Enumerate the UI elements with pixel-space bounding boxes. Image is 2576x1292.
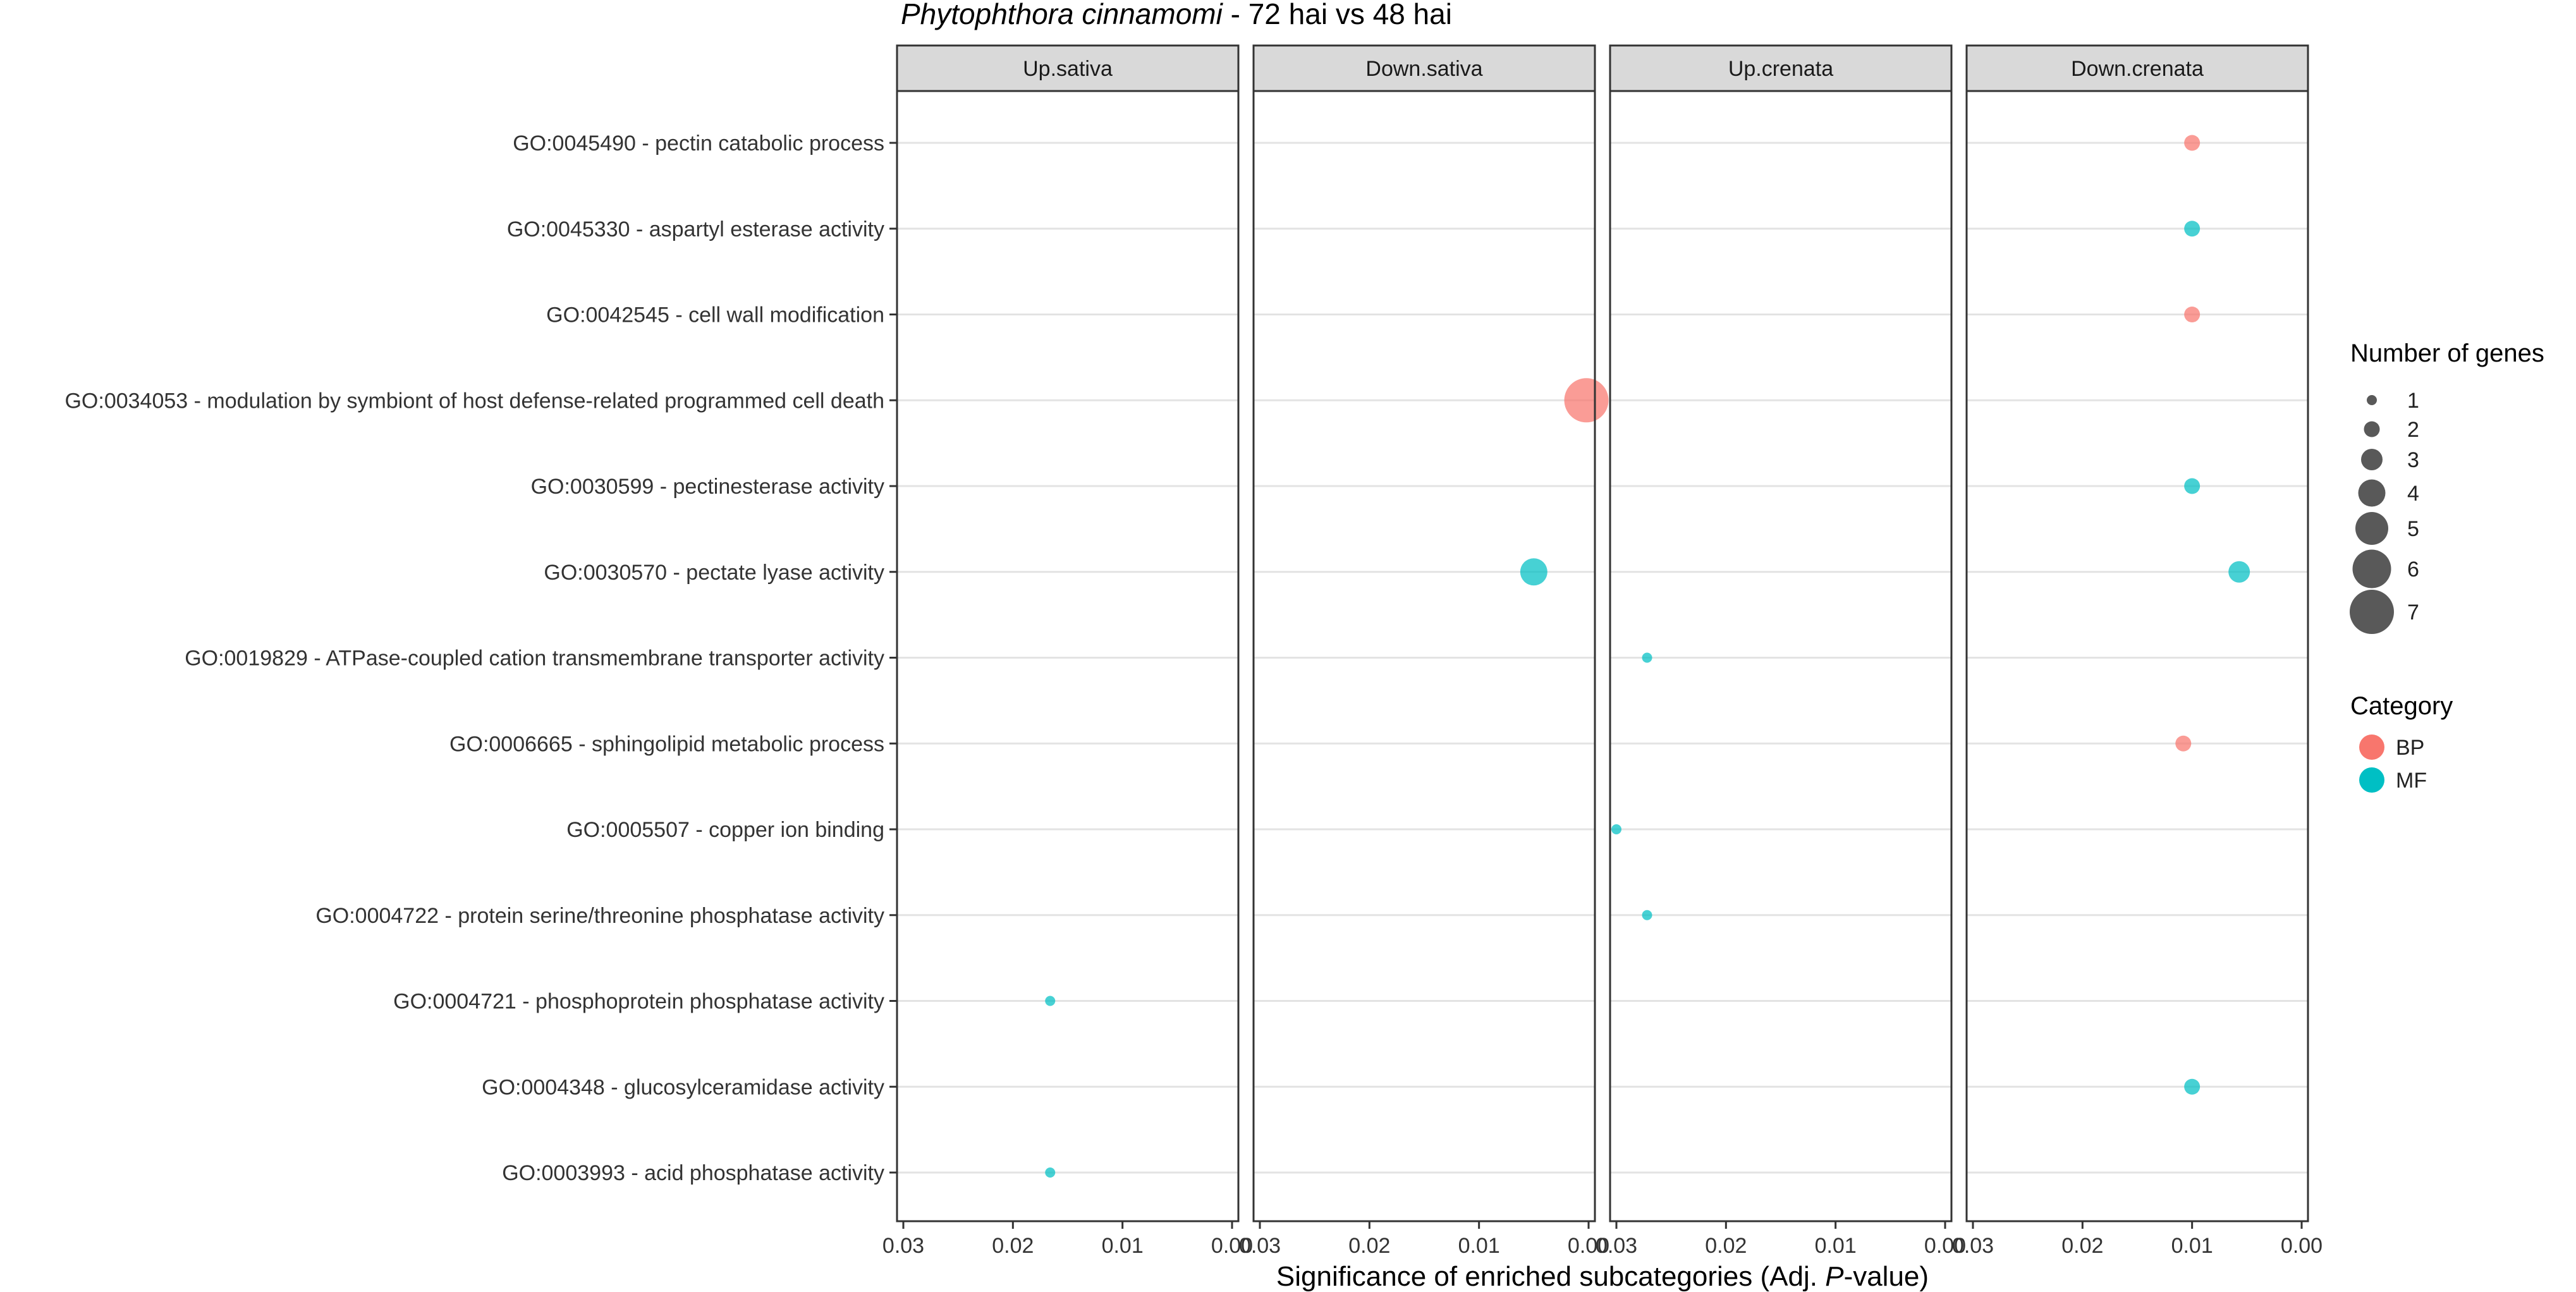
x-axis-title-italic: P	[1825, 1261, 1844, 1292]
y-tick-label-1: GO:0045330 - aspartyl esterase activity	[507, 217, 884, 241]
data-point-down-crenata-0	[2184, 135, 2201, 151]
category-legend: Category BP MF	[2350, 692, 2453, 793]
size-legend-label-2: 2	[2407, 418, 2419, 442]
size-legend: Number of genes 1 2 3 4 5 6 7	[2350, 339, 2544, 634]
y-tick-label-11: GO:0004348 - glucosylceramidase activity	[482, 1075, 884, 1099]
data-point-up-crenata-9	[1611, 824, 1621, 834]
chart-title-italic: Phytophthora cinnamomi	[901, 0, 1224, 30]
strip-down-crenata	[1965, 44, 2309, 92]
strip-label-down-sativa: Down.sativa	[1365, 57, 1482, 81]
panel-up-crenata	[1609, 90, 1953, 1222]
y-tick-label-10: GO:0004721 - phosphoprotein phosphatase …	[393, 990, 884, 1014]
x-tick-label-down-crenata-3: 0.00	[2281, 1234, 2323, 1258]
category-legend-key-mf	[2359, 767, 2384, 793]
data-point-down-crenata-1	[2184, 221, 2201, 237]
strip-layer: Up.sativa Down.sativa Up.crenata Down.crena…	[896, 44, 2309, 92]
points-layer	[1045, 135, 2250, 1178]
size-legend-key-1	[2367, 395, 2377, 405]
strip-label-up-crenata: Up.crenata	[1728, 57, 1833, 81]
y-tick-label-9: GO:0004722 - protein serine/threonine ph…	[315, 904, 884, 928]
data-point-up-crenata-7	[1642, 652, 1652, 663]
data-point-up-sativa-13	[1045, 1167, 1056, 1178]
size-legend-label-6: 6	[2407, 558, 2419, 582]
size-legend-title: Number of genes	[2350, 339, 2544, 367]
data-point-down-sativa-5	[1520, 558, 1547, 586]
strip-down-sativa	[1252, 44, 1596, 92]
panel-up-sativa	[896, 90, 1240, 1222]
data-point-up-crenata-10	[1642, 910, 1652, 920]
size-legend-label-5: 5	[2407, 517, 2419, 541]
strip-up-sativa	[896, 44, 1240, 92]
data-point-down-sativa-3	[1564, 378, 1609, 423]
row-label-layer: GO:0045490 - pectin catabolic process GO:…	[64, 131, 897, 1185]
x-axis-title-prefix: Significance of enriched subcategories (…	[1276, 1261, 1825, 1292]
data-point-down-crenata-12	[2184, 1078, 2201, 1095]
x-tick-label-up-sativa-1: 0.02	[992, 1234, 1034, 1258]
data-point-down-crenata-2	[2184, 307, 2201, 322]
size-legend-key-7	[2350, 590, 2394, 634]
size-legend-key-5	[2355, 512, 2388, 545]
x-tick-label-up-crenata-1: 0.02	[1705, 1234, 1747, 1258]
y-tick-label-6: GO:0019829 - ATPase-coupled cation trans…	[185, 647, 884, 671]
x-tick-label-down-crenata-2: 0.01	[2171, 1234, 2213, 1258]
strip-label-up-sativa: Up.sativa	[1023, 57, 1113, 81]
x-tick-label-down-sativa-0: 0.03	[1239, 1234, 1281, 1258]
chart-title: Phytophthora cinnamomi - 72 hai vs 48 ha…	[901, 0, 1452, 30]
x-tick-label-up-sativa-3: 0.00	[1211, 1234, 1253, 1258]
x-tick-label-down-sativa-2: 0.01	[1458, 1234, 1500, 1258]
category-legend-title: Category	[2350, 692, 2453, 720]
panel-down-sativa	[1252, 90, 1596, 1222]
x-tick-label-down-sativa-1: 0.02	[1348, 1234, 1390, 1258]
size-legend-label-7: 7	[2407, 600, 2419, 625]
frame-layer	[896, 90, 2309, 1222]
x-tick-label-down-crenata-0: 0.03	[1952, 1234, 1994, 1258]
x-tick-label-up-sativa-2: 0.01	[1102, 1234, 1144, 1258]
y-tick-label-8: GO:0005507 - copper ion binding	[566, 818, 884, 842]
size-legend-key-6	[2352, 549, 2391, 588]
grid-layer	[897, 142, 2308, 1174]
y-tick-label-5: GO:0030570 - pectate lyase activity	[544, 561, 884, 585]
data-point-up-sativa-11	[1045, 996, 1056, 1006]
y-tick-label-2: GO:0042545 - cell wall modification	[546, 303, 884, 327]
category-legend-label-mf: MF	[2396, 769, 2427, 793]
y-tick-label-3: GO:0034053 - modulation by symbiont of h…	[64, 389, 884, 413]
size-legend-label-4: 4	[2407, 482, 2419, 506]
x-tick-label-up-crenata-2: 0.01	[1815, 1234, 1857, 1258]
strip-label-down-crenata: Down.crenata	[2071, 57, 2204, 81]
x-tick-label-down-crenata-1: 0.02	[2061, 1234, 2103, 1258]
data-point-down-crenata-4	[2184, 478, 2201, 494]
data-point-down-crenata-8	[2175, 735, 2192, 752]
category-legend-key-bp	[2359, 734, 2384, 760]
x-axis-layer: 0.03 0.02 0.01 0.000.03 0.02 0.01 0.000.03 0.02…	[882, 1221, 2323, 1258]
panel-down-crenata	[1965, 90, 2309, 1222]
strip-up-crenata	[1609, 44, 1953, 92]
y-tick-label-4: GO:0030599 - pectinesterase activity	[531, 475, 884, 499]
x-tick-label-up-sativa-0: 0.03	[882, 1234, 924, 1258]
x-tick-label-down-sativa-3: 0.00	[1568, 1234, 1609, 1258]
y-tick-label-7: GO:0006665 - sphingolipid metabolic proc…	[449, 732, 884, 756]
x-axis-title-suffix: -value)	[1844, 1261, 1929, 1292]
size-legend-key-2	[2364, 421, 2380, 437]
size-legend-key-3	[2361, 449, 2383, 470]
size-legend-label-3: 3	[2407, 448, 2419, 472]
size-legend-key-4	[2358, 479, 2386, 507]
size-legend-label-1: 1	[2407, 389, 2419, 413]
y-tick-label-0: GO:0045490 - pectin catabolic process	[513, 131, 884, 155]
chart-title-rest: - 72 hai vs 48 hai	[1223, 0, 1452, 30]
x-axis-title: Significance of enriched subcategories (…	[1276, 1261, 1929, 1292]
data-point-down-crenata-6	[2228, 561, 2250, 583]
x-tick-label-up-crenata-3: 0.00	[1924, 1234, 1966, 1258]
y-tick-label-12: GO:0003993 - acid phosphatase activity	[502, 1161, 884, 1185]
x-tick-label-up-crenata-0: 0.03	[1596, 1234, 1637, 1258]
category-legend-label-bp: BP	[2396, 736, 2424, 760]
